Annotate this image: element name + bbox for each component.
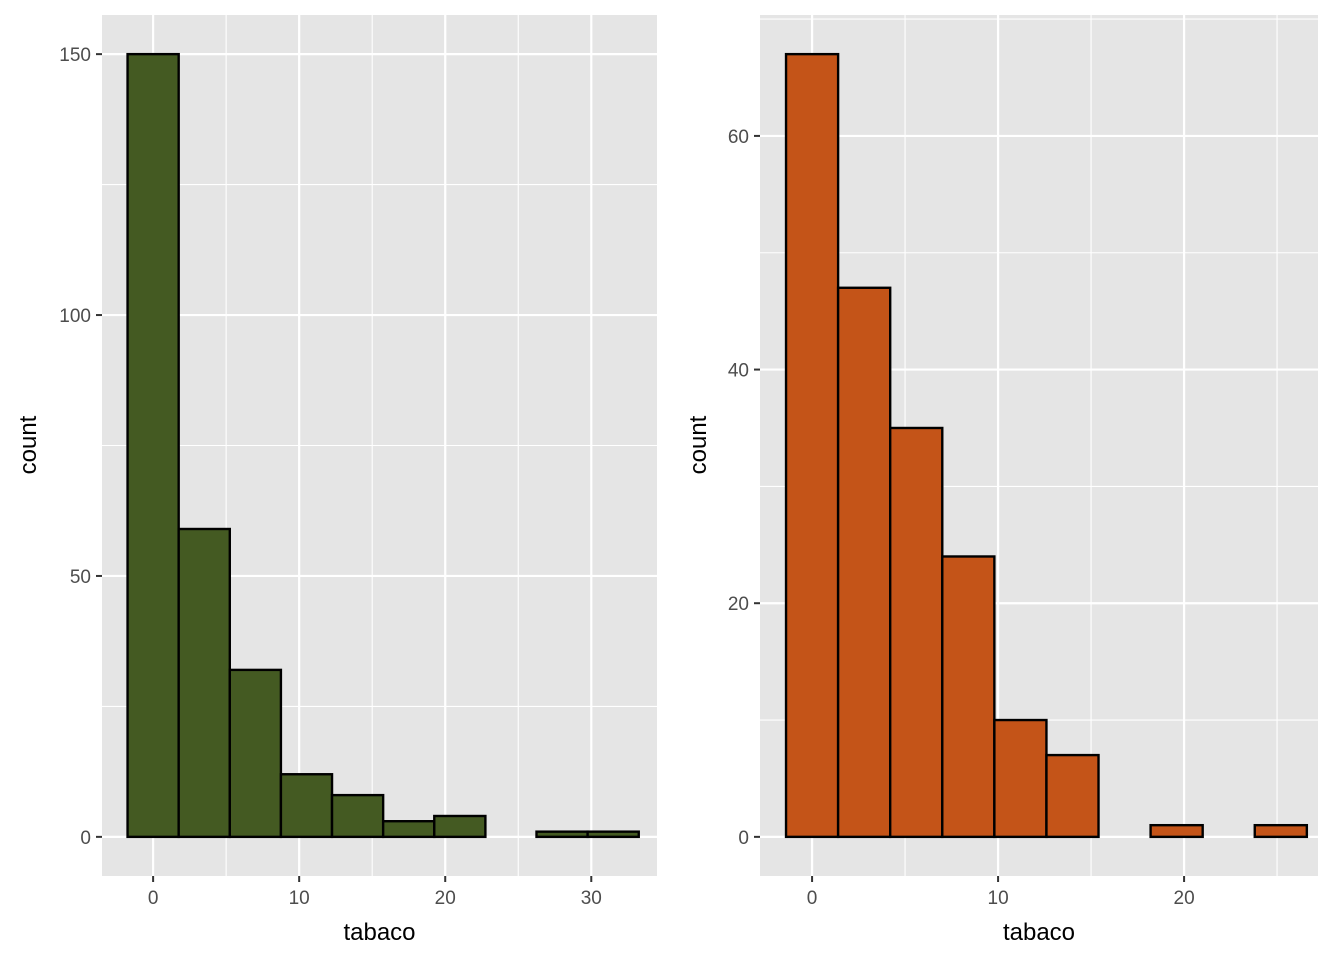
y-axis-title: count bbox=[15, 415, 42, 474]
histogram-bar-10 bbox=[586, 830, 640, 839]
histogram-bar-3 bbox=[228, 668, 283, 839]
x-tick-label: 10 bbox=[289, 888, 310, 909]
x-tick-label: 10 bbox=[988, 888, 1009, 909]
histogram-bar-5 bbox=[330, 793, 385, 839]
y-tick-label: 20 bbox=[728, 594, 749, 615]
histogram-bar-2 bbox=[177, 527, 231, 839]
histogram-bar-7 bbox=[433, 814, 487, 839]
histogram-panel-2: 0 10 20 0 20 40 60 tabaco count bbox=[685, 15, 1318, 946]
x-tick-label: 30 bbox=[581, 888, 602, 909]
histogram-bar-8 bbox=[1149, 823, 1204, 839]
histogram-bar-1 bbox=[784, 52, 840, 839]
x-axis-title: tabaco bbox=[343, 919, 415, 946]
y-tick-label: 50 bbox=[70, 567, 91, 588]
histogram-bar-6 bbox=[381, 820, 436, 839]
histogram-bar-4 bbox=[941, 555, 996, 839]
x-axis-title: tabaco bbox=[1003, 919, 1075, 946]
y-tick-label: 40 bbox=[728, 361, 749, 382]
x-tick-label: 20 bbox=[1174, 888, 1195, 909]
histogram-bar-3 bbox=[889, 426, 944, 839]
histogram-bar-6 bbox=[1045, 753, 1100, 839]
histogram-bar-9 bbox=[535, 830, 589, 839]
x-tick-label: 0 bbox=[807, 888, 818, 909]
x-tick-label: 20 bbox=[435, 888, 456, 909]
y-tick-label: 0 bbox=[738, 828, 749, 849]
histogram-bar-1 bbox=[126, 52, 180, 839]
y-tick-label: 150 bbox=[59, 45, 91, 66]
histogram-panel-1: 0 10 20 30 0 50 100 150 tabaco count bbox=[15, 15, 657, 946]
x-tick-label: 0 bbox=[148, 888, 159, 909]
histogram-bar-5 bbox=[993, 718, 1048, 839]
histogram-bar-4 bbox=[279, 773, 334, 839]
histogram-bar-10 bbox=[1253, 823, 1309, 839]
histogram-bar-2 bbox=[836, 286, 892, 839]
y-tick-label: 100 bbox=[59, 306, 91, 327]
y-axis-title: count bbox=[685, 415, 712, 474]
y-tick-label: 60 bbox=[728, 127, 749, 148]
y-tick-label: 0 bbox=[80, 828, 91, 849]
